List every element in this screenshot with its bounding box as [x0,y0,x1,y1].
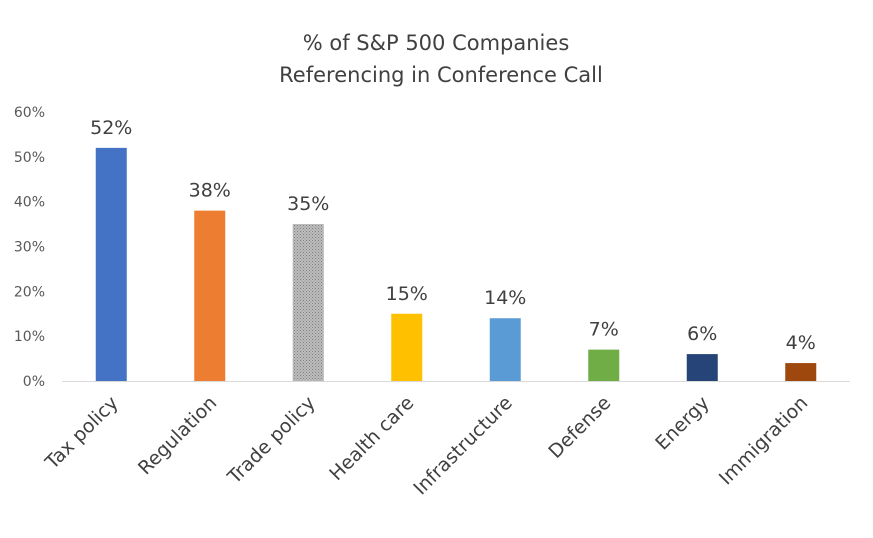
data-label: 15% [386,283,428,305]
y-tick-label: 40% [14,195,45,211]
y-tick-label: 30% [14,240,45,256]
chart-title-line-1: % of S&P 500 Companies [303,31,570,55]
chart-title-line-2: Referencing in Conference Call [279,63,603,87]
bar [391,313,423,381]
data-labels-group: 52% 38% 35% 15% 14% 7% 6% 4% [90,117,816,354]
bar [95,147,127,381]
data-label: 7% [589,319,619,341]
x-tick-label: Regulation [134,392,221,479]
y-tick-label: 20% [14,284,45,300]
y-tick-label: 60% [14,105,45,121]
x-tick-label: Defense [544,392,615,463]
y-axis: 0% 10% 20% 30% 40% 50% 60% [14,105,45,390]
bar [292,224,324,381]
bar [588,349,620,381]
data-label: 6% [687,323,717,345]
bars-group [95,147,817,381]
x-tick-label: Immigration [715,392,812,489]
x-tick-label: Health care [325,392,418,485]
x-tick-label: Tax policy [41,392,123,474]
x-axis-labels: Tax policy Regulation Trade policy Health c… [41,392,813,499]
x-tick-label: Trade policy [223,392,320,489]
bar [785,363,817,381]
data-label: 35% [287,193,329,215]
x-tick-label: Infrastructure [409,392,516,499]
bar [686,354,718,381]
y-tick-label: 0% [23,374,45,390]
x-tick-label: Energy [651,392,714,455]
y-tick-label: 50% [14,150,45,166]
bar [194,210,226,381]
bar [489,318,521,381]
data-label: 4% [786,332,816,354]
y-tick-label: 10% [14,329,45,345]
data-label: 14% [484,287,526,309]
data-label: 52% [90,117,132,139]
data-label: 38% [189,180,231,202]
